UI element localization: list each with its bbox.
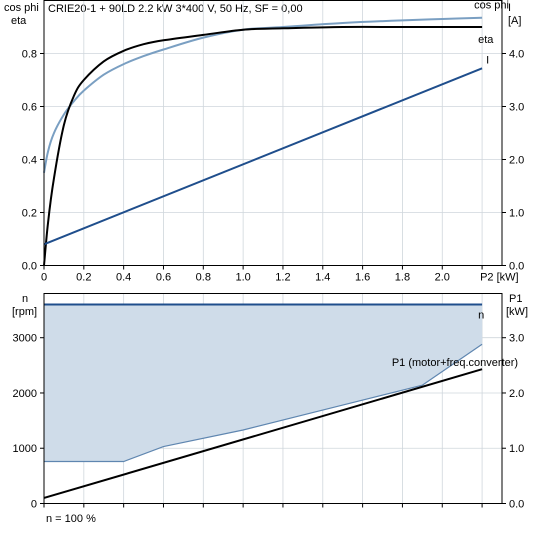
bottom-yr-tick-label-3: 3.0 <box>509 333 524 345</box>
top-yl-tick-label-4: 0.8 <box>22 49 37 61</box>
p1-line <box>43 368 483 499</box>
speed-range-area <box>44 304 483 462</box>
top-yr-tick-label-2: 2.0 <box>509 155 524 167</box>
top-plot-frame <box>43 0 503 266</box>
cosphi-line <box>43 16 483 173</box>
top-plot-series <box>43 16 483 266</box>
top-right-axis-label-1: I <box>508 2 511 14</box>
top-yl-tick-label-1: 0.2 <box>22 208 37 220</box>
current-series-label: I <box>486 54 489 66</box>
top-plot-series-labels: cos phi eta I <box>474 0 509 66</box>
chart-title: CRIE20-1 + 90LD 2.2 kW 3*400 V, 50 Hz, S… <box>48 3 303 15</box>
top-yl-tick-label-3: 0.6 <box>22 102 37 114</box>
top-left-axis-label-1: cos phi <box>4 2 39 14</box>
bottom-plot-ticks: 0 1000 2000 3000 0.0 1.0 2.0 3.0 <box>13 333 525 511</box>
top-yr-tick-label-0: 0.0 <box>509 261 524 273</box>
top-right-axis-label-2: [A] <box>508 15 521 27</box>
eta-line <box>43 25 483 266</box>
top-yr-tick-label-1: 1.0 <box>509 208 524 220</box>
bottom-yl-tick-label-0: 0 <box>31 499 37 511</box>
eta-series-label: eta <box>478 34 494 46</box>
top-x-tick-label-9: 1.8 <box>395 272 410 284</box>
bottom-right-axis-label-1: P1 <box>509 293 522 305</box>
bottom-left-axis-label-2: [rpm] <box>12 306 37 318</box>
top-x-tick-label-4: 0.8 <box>196 272 211 284</box>
bottom-yl-tick-label-2: 2000 <box>13 388 37 400</box>
top-left-axis-label-2: eta <box>11 15 27 27</box>
bottom-yr-tick-label-0: 0.0 <box>509 499 524 511</box>
top-plot-ticks: 0 0.2 0.4 0.6 0.8 1.0 1.2 1.4 1.6 1.8 2.0 P2 [kW]0.… <box>22 49 525 284</box>
top-x-tick-label-5: 1.0 <box>235 272 250 284</box>
min-speed-line <box>44 343 483 463</box>
bottom-yr-tick-label-1: 1.0 <box>509 443 524 455</box>
top-x-tick-label-1: 0.2 <box>76 272 91 284</box>
top-x-tick-label-10: 2.0 <box>435 272 450 284</box>
footer-note: n = 100 % <box>46 513 96 525</box>
top-yr-tick-label-4: 4.0 <box>509 49 524 61</box>
bottom-yl-tick-label-1: 1000 <box>13 443 37 455</box>
bottom-right-axis-label-2: [kW] <box>506 306 528 318</box>
top-x-tick-label-7: 1.4 <box>315 272 330 284</box>
top-x-tick-label-11: P2 [kW] <box>480 272 519 284</box>
bottom-plot-series-labels: n P1 (motor+freq.converter) <box>392 310 518 370</box>
p1-series-label: P1 (motor+freq.converter) <box>392 357 518 369</box>
speed-series-label: n <box>478 310 484 322</box>
bottom-plot-series <box>43 303 483 499</box>
bottom-yr-tick-label-2: 2.0 <box>509 388 524 400</box>
top-plot-grid <box>43 0 502 266</box>
top-x-tick-label-3: 0.6 <box>156 272 171 284</box>
current-line <box>43 67 483 246</box>
bottom-plot-frame <box>43 293 503 504</box>
top-x-tick-label-8: 1.6 <box>355 272 370 284</box>
top-x-tick-label-6: 1.2 <box>275 272 290 284</box>
top-x-tick-label-0: 0 <box>41 272 47 284</box>
top-x-tick-label-2: 0.4 <box>116 272 131 284</box>
bottom-left-axis-label-1: n <box>22 293 28 305</box>
top-yl-tick-label-0: 0.0 <box>22 261 37 273</box>
bottom-yl-tick-label-3: 3000 <box>13 333 37 345</box>
top-yl-tick-label-2: 0.4 <box>22 155 37 167</box>
top-yr-tick-label-3: 3.0 <box>509 102 524 114</box>
cosphi-series-label: cos phi <box>474 0 509 12</box>
